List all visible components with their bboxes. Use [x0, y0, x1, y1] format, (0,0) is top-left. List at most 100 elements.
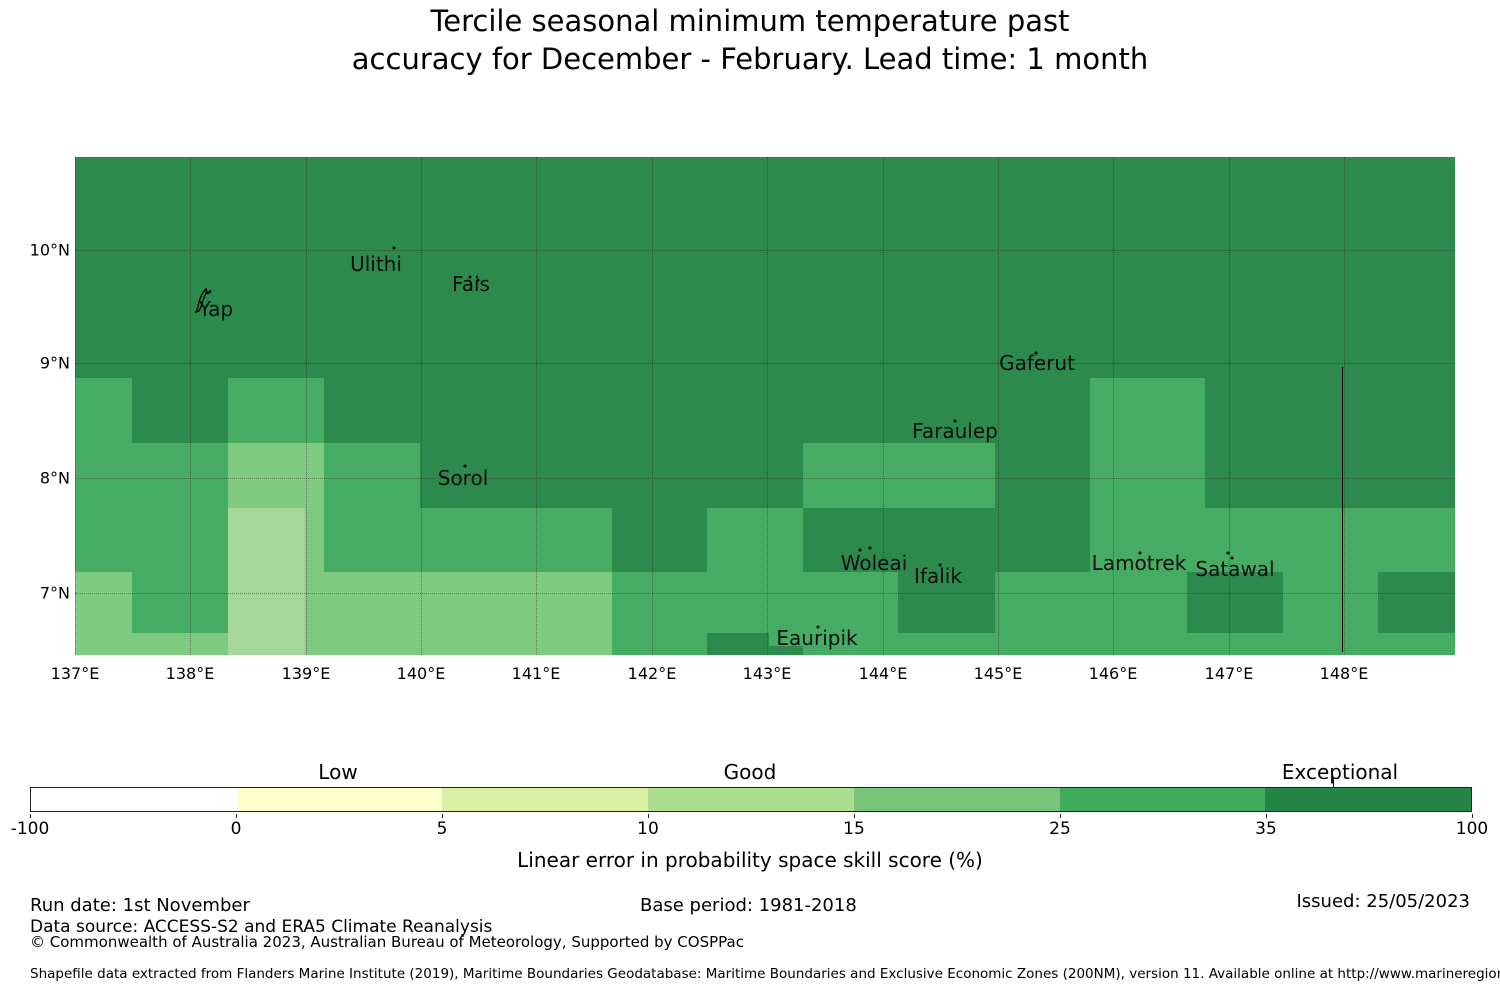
- map-cell: [305, 572, 612, 633]
- island-label-satawal: Satawal: [1195, 557, 1275, 581]
- map-cell: [75, 157, 1455, 378]
- map-cell: [305, 508, 324, 572]
- data-source-text: Data source: ACCESS-S2 and ERA5 Climate …: [30, 917, 493, 937]
- island-label-faraulep: Faraulep: [912, 419, 998, 443]
- colorbar-tick-mark: [30, 814, 31, 818]
- map-cell: [228, 508, 305, 572]
- grid-line-horizontal: [75, 478, 1455, 479]
- chart-title-line1: Tercile seasonal minimum temperature pas…: [430, 4, 1070, 38]
- grid-line-vertical: [998, 157, 999, 655]
- colorbar-category-exceptional: Exceptional: [1281, 760, 1399, 784]
- colorbar-segment-0: [31, 788, 237, 811]
- island-dot-satawal: [1230, 556, 1234, 560]
- grid-line-vertical: [306, 157, 307, 655]
- x-tick-label: 143°E: [742, 664, 792, 683]
- map-cell: [420, 443, 803, 508]
- map-cell: [228, 378, 324, 443]
- grid-line-vertical: [1229, 157, 1230, 655]
- shapefile-note-text: Shapefile data extracted from Flanders M…: [30, 966, 1500, 982]
- x-tick-label: 144°E: [858, 664, 908, 683]
- map-cell: [324, 378, 1090, 443]
- map-cell: [1205, 378, 1455, 443]
- colorbar: [30, 787, 1472, 812]
- x-tick-label: 147°E: [1204, 664, 1254, 683]
- x-tick-label: 148°E: [1319, 664, 1369, 683]
- grid-line-vertical: [883, 157, 884, 655]
- colorbar-tick-mark: [854, 814, 855, 818]
- map-cell: [75, 443, 228, 508]
- island-dot-faraulep: [953, 419, 957, 423]
- map-cell: [1090, 508, 1455, 572]
- island-label-lamotrek: Lamotrek: [1091, 551, 1187, 575]
- copyright-text: © Commonwealth of Australia 2023, Austra…: [30, 933, 744, 951]
- map-canvas: Yap Ulithi Fais Gaferut Faraulep Sorol Woleai I…: [75, 157, 1455, 655]
- map-cell: [995, 572, 1187, 633]
- map-cell: [612, 508, 707, 572]
- colorbar-tick-label: -100: [10, 819, 50, 839]
- base-period-text: Base period: 1981-2018: [640, 895, 857, 916]
- island-label-ifalik: Ifalik: [914, 564, 962, 588]
- map-cell: [1090, 378, 1205, 443]
- colorbar-axis-label: Linear error in probability space skill …: [517, 848, 983, 872]
- map-cell: [1187, 572, 1283, 633]
- grid-line-horizontal: [75, 363, 1455, 364]
- map-cell: [707, 508, 803, 572]
- map-cell: [132, 572, 228, 633]
- grid-line-vertical: [75, 157, 76, 655]
- colorbar-segment-6: [1265, 788, 1472, 811]
- x-tick-label: 139°E: [281, 664, 331, 683]
- map-cell: [1090, 443, 1205, 508]
- map-cell: [1205, 443, 1455, 508]
- x-tick-label: 146°E: [1088, 664, 1138, 683]
- map-cell: [75, 378, 132, 443]
- island-dot-fais: [476, 278, 480, 282]
- exceptional-leader-line: [1333, 778, 1334, 787]
- colorbar-tick-label: 100: [1455, 819, 1489, 839]
- chart-title: Tercile seasonal minimum temperature pas…: [0, 2, 1500, 78]
- island-dot-ifalik: [938, 563, 942, 567]
- map-cell: [707, 633, 769, 655]
- map-cell: [769, 646, 803, 655]
- island-dot-gaferut: [1034, 351, 1038, 355]
- issued-date-text: Issued: 25/05/2023: [1296, 891, 1470, 912]
- map-cell: [803, 633, 1455, 655]
- colorbar-tick-mark: [1472, 814, 1473, 818]
- y-tick-label: 10°N: [29, 240, 70, 260]
- grid-line-vertical: [1113, 157, 1114, 655]
- colorbar-segment-4: [853, 788, 1060, 811]
- island-dot-eauripik: [816, 625, 820, 629]
- colorbar-category-low: Low: [318, 760, 358, 784]
- map-cell: [1283, 572, 1378, 633]
- colorbar-tick-label: 35: [1255, 819, 1277, 839]
- colorbar-tick-label: 0: [230, 819, 242, 839]
- grid-line-vertical: [1344, 157, 1345, 655]
- island-label-sorol: Sorol: [437, 466, 489, 490]
- grid-line-vertical: [767, 157, 768, 655]
- map-cell: [803, 508, 1090, 572]
- x-tick-label: 142°E: [627, 664, 677, 683]
- grid-line-vertical: [190, 157, 191, 655]
- island-label-ulithi: Ulithi: [350, 252, 402, 276]
- y-tick-label: 7°N: [39, 583, 70, 603]
- map-cell: [228, 633, 305, 655]
- map-cell: [612, 633, 707, 655]
- island-dot-lamotrek: [1138, 551, 1142, 555]
- map-cell: [769, 633, 803, 646]
- colorbar-category-good: Good: [723, 760, 777, 784]
- colorbar-tick-mark: [442, 814, 443, 818]
- island-dot-ulithi: [392, 246, 396, 250]
- island-label-yap: Yap: [198, 297, 234, 321]
- grid-line-vertical: [652, 157, 653, 655]
- map-cell: [1378, 572, 1455, 633]
- map-cell: [995, 443, 1090, 508]
- map-cell: [324, 443, 420, 508]
- grid-line-horizontal: [75, 250, 1455, 251]
- colorbar-tick-mark: [648, 814, 649, 818]
- map-cell: [75, 508, 228, 572]
- map-cell: [75, 633, 228, 655]
- map-cell: [324, 508, 612, 572]
- island-dot-sorol: [463, 464, 467, 468]
- chart-title-line2: accuracy for December - February. Lead t…: [351, 42, 1149, 76]
- map-cell: [898, 572, 995, 633]
- run-date-text: Run date: 1st November: [30, 895, 250, 916]
